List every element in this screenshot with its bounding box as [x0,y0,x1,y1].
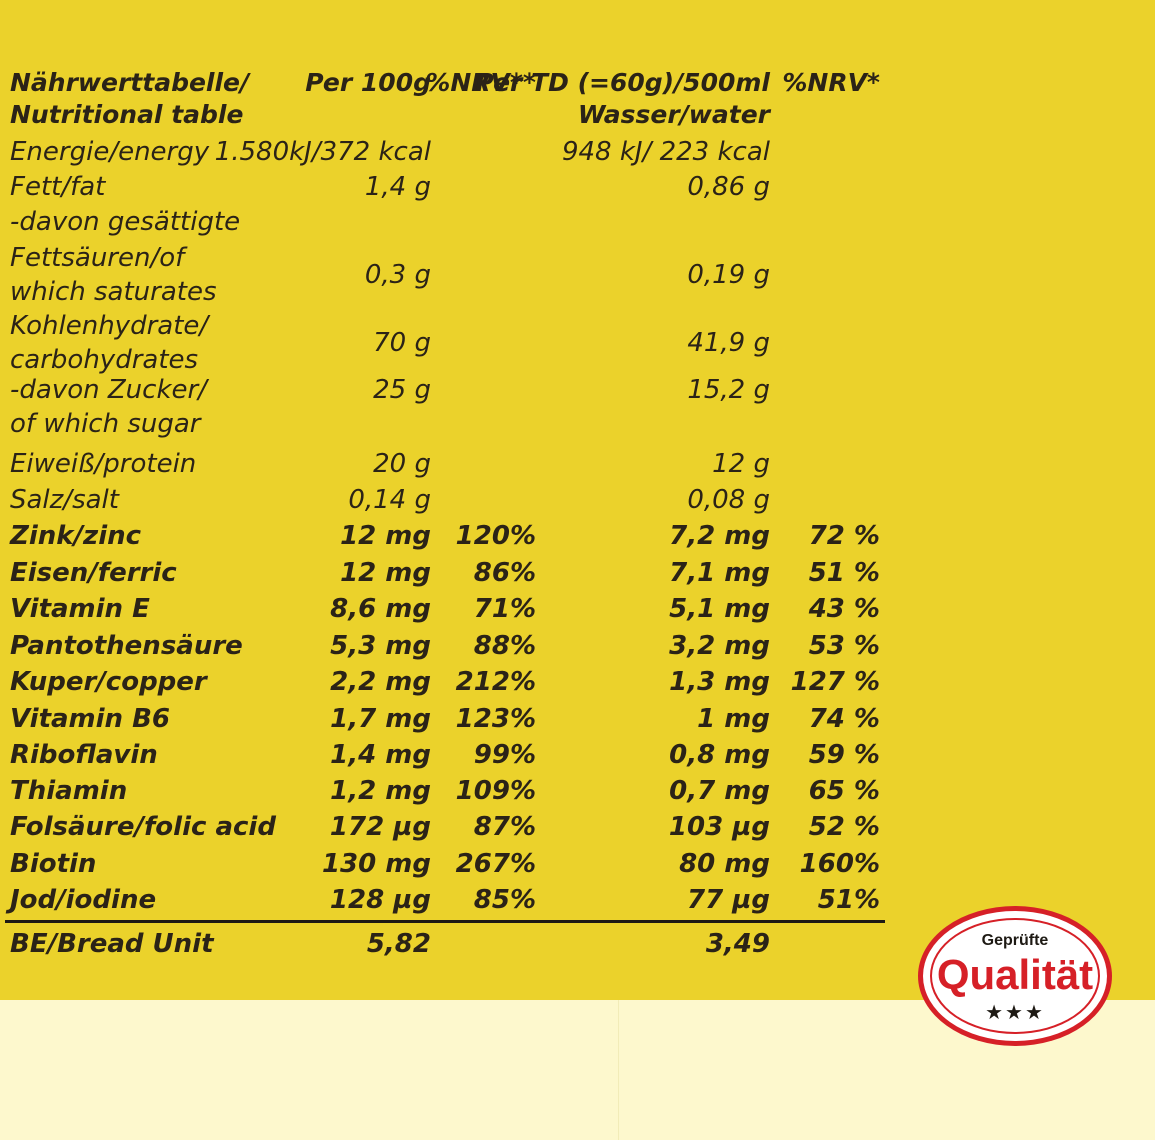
row-label: Vitamin B6 [10,704,171,734]
value-perTD: 0,86 g [687,172,770,202]
value-perTD: 80 mg [679,849,770,879]
value-nrv100: 120% [455,521,536,551]
header-title-line1: Nährwerttabelle/ [10,68,250,97]
value-perTD: 1,3 mg [669,667,770,697]
value-per100: 25 g [373,375,431,405]
value-per100: 2,2 mg [330,667,431,697]
row-label: Folsäure/folic acid [10,812,276,842]
value-per100: 1,4 g [364,172,431,202]
row-label: Fettsäuren/of [10,243,185,273]
header-nrv100: %NRV** [425,68,536,97]
value-nrv100: 99% [473,740,536,770]
row-label: Jod/iodine [10,885,157,915]
header-nrvTD: %NRV* [782,68,880,97]
row-label: Eiweiß/protein [10,449,197,479]
row-label: Eisen/ferric [10,558,177,588]
seal-main-text: Qualität [936,951,1094,998]
value-per100: 1,7 mg [330,704,431,734]
value-per100: 0,3 g [364,260,431,290]
value-per100: 12 mg [340,558,431,588]
bread-unit-perTD: 3,49 [705,929,770,959]
value-perTD: 0,08 g [687,485,770,515]
value-nrv100: 212% [455,667,536,697]
value-nrvTD: 53 % [808,631,880,661]
value-nrvTD: 74 % [808,704,880,734]
header-perTD-line1: Per TD (=60g)/500ml [475,68,770,97]
value-perTD: 948 kJ/ 223 kcal [561,137,770,167]
bread-unit-per100: 5,82 [366,929,431,959]
row-label: which saturates [10,277,217,307]
seal-stars-icon: ★★★ [985,1000,1045,1024]
row-label: -davon Zucker/ [10,375,207,405]
value-per100: 8,6 mg [330,594,431,624]
value-nrvTD: 65 % [808,776,880,806]
value-perTD: 15,2 g [687,375,770,405]
value-nrvTD: 52 % [808,812,880,842]
value-perTD: 12 g [712,449,770,479]
value-nrvTD: 160% [799,849,880,879]
yellow-panel [0,0,1155,1000]
value-perTD: 0,8 mg [669,740,770,770]
value-perTD: 5,1 mg [669,594,770,624]
value-perTD: 103 µg [668,812,770,842]
value-per100: 0,14 g [348,485,431,515]
value-perTD: 7,1 mg [669,558,770,588]
cream-seam [618,1000,619,1140]
value-nrvTD: 59 % [808,740,880,770]
header-perTD-line2: Wasser/water [577,100,770,129]
value-nrv100: 88% [473,631,536,661]
row-label: Zink/zinc [10,521,142,551]
row-label: Riboflavin [10,740,158,770]
row-label: Kohlenhydrate/ [10,311,209,341]
value-perTD: 7,2 mg [669,521,770,551]
value-perTD: 3,2 mg [669,631,770,661]
row-label: Vitamin E [10,594,150,624]
row-label: Salz/salt [10,485,119,515]
row-label: -davon gesättigte [10,207,241,237]
value-per100: 12 mg [340,521,431,551]
value-perTD: 0,19 g [687,260,770,290]
value-per100: 20 g [373,449,431,479]
row-label: Biotin [10,849,97,879]
value-nrvTD: 51 % [808,558,880,588]
value-nrv100: 267% [455,849,536,879]
value-perTD: 0,7 mg [669,776,770,806]
value-per100: 1,4 mg [330,740,431,770]
bread-unit-label: BE/Bread Unit [10,929,214,959]
value-per100: 5,3 mg [330,631,431,661]
value-nrv100: 123% [455,704,536,734]
row-label: carbohydrates [10,345,199,375]
value-nrvTD: 127 % [790,667,880,697]
value-per100: 128 µg [329,885,431,915]
row-label: Kuper/copper [10,667,207,697]
value-per100: 1,2 mg [330,776,431,806]
value-per100: 70 g [373,328,431,358]
value-nrvTD: 72 % [808,521,880,551]
row-label: Fett/fat [10,172,106,202]
table-divider [5,920,885,923]
row-label: of which sugar [10,409,201,439]
value-perTD: 1 mg [697,704,770,734]
row-label: Thiamin [10,776,128,806]
header-title-line2: Nutritional table [10,100,244,129]
row-label: Pantothensäure [10,631,243,661]
value-per100: 1.580kJ/372 kcal [214,137,431,167]
value-nrv100: 85% [473,885,536,915]
value-perTD: 77 µg [687,885,770,915]
value-perTD: 41,9 g [687,328,770,358]
row-label: Energie/energy [10,137,210,167]
value-nrvTD: 51% [817,885,880,915]
value-nrv100: 87% [473,812,536,842]
quality-seal: Geprüfte Qualität ★★★ [918,906,1112,1046]
value-nrv100: 71% [473,594,536,624]
value-nrv100: 86% [473,558,536,588]
value-nrvTD: 43 % [808,594,880,624]
value-per100: 130 mg [321,849,431,879]
header-per100: Per 100g [305,68,431,97]
seal-top-text: Geprüfte [981,932,1049,949]
value-per100: 172 µg [329,812,431,842]
value-nrv100: 109% [455,776,536,806]
